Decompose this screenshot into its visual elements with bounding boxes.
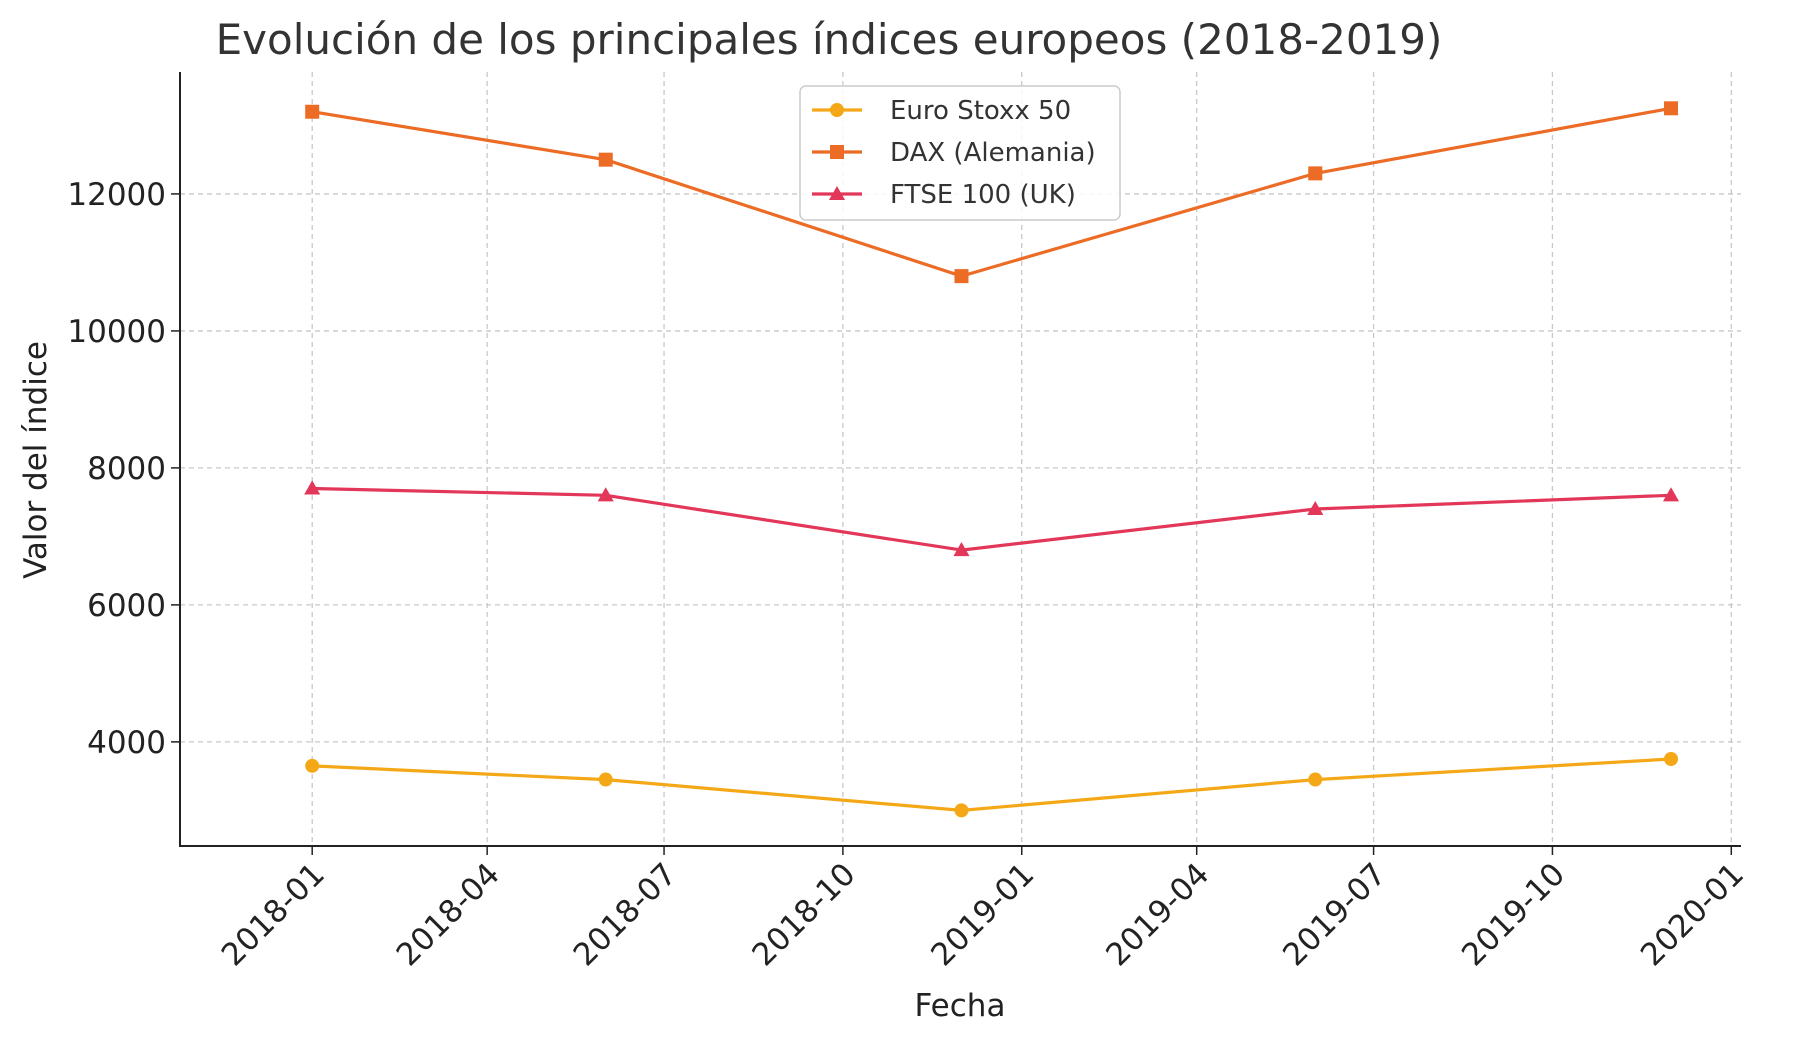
y-axis-label: Valor del índice (18, 341, 54, 579)
series-layer (304, 101, 1680, 818)
legend-box (799, 85, 1121, 221)
x-tick-label: 2018-01 (215, 856, 332, 973)
x-tick-label: 2019-10 (1455, 856, 1572, 973)
x-tick-label: 2018-07 (567, 856, 684, 973)
y-tick-label: 4000 (87, 725, 166, 761)
data-point (954, 269, 969, 284)
data-point (1308, 772, 1323, 787)
y-axis-ticks: 4000 6000 8000 10000 12000 (67, 177, 180, 761)
data-point (953, 542, 970, 557)
data-point (1664, 101, 1679, 116)
legend-marker (830, 145, 844, 159)
data-point (305, 758, 320, 773)
y-tick-label: 10000 (67, 314, 166, 350)
data-point (597, 487, 614, 502)
series-line (312, 486, 1672, 552)
x-tick-label: 2019-01 (924, 856, 1041, 973)
legend-marker (830, 103, 844, 117)
x-tick-label: 2019-07 (1276, 856, 1393, 973)
data-point (598, 772, 613, 787)
legend-label: FTSE 100 (UK) (890, 180, 1076, 210)
legend: Euro Stoxx 50 DAX (Alemania) FTSE 100 (UK) (799, 85, 1121, 221)
x-tick-label: 2018-04 (390, 856, 507, 973)
data-point (1662, 487, 1680, 502)
data-point (598, 152, 613, 167)
legend-marker (828, 185, 846, 201)
y-tick-label: 12000 (67, 177, 166, 213)
series-line (312, 757, 1672, 813)
data-point (1308, 166, 1323, 181)
x-tick-label: 2018-10 (745, 856, 862, 973)
legend-label: Euro Stoxx 50 (890, 96, 1071, 126)
data-point (1307, 500, 1324, 516)
series-triangle (304, 480, 1680, 557)
chart-title: Evolución de los principales índices eur… (216, 15, 1443, 64)
data-point (304, 480, 321, 495)
legend-label: DAX (Alemania) (890, 138, 1096, 168)
data-point (305, 104, 320, 119)
data-point (1664, 752, 1679, 767)
series-square (305, 101, 1679, 284)
x-axis-label: Fecha (915, 988, 1006, 1024)
x-axis-ticks: 2018-01 2018-04 2018-07 2018-10 2019-01 2019-… (215, 846, 1751, 973)
y-tick-label: 8000 (87, 451, 166, 487)
series-circle (305, 752, 1679, 818)
y-tick-label: 6000 (87, 588, 166, 624)
x-tick-label: 2020-01 (1634, 856, 1751, 973)
x-tick-label: 2019-04 (1099, 856, 1216, 973)
data-point (954, 803, 969, 818)
